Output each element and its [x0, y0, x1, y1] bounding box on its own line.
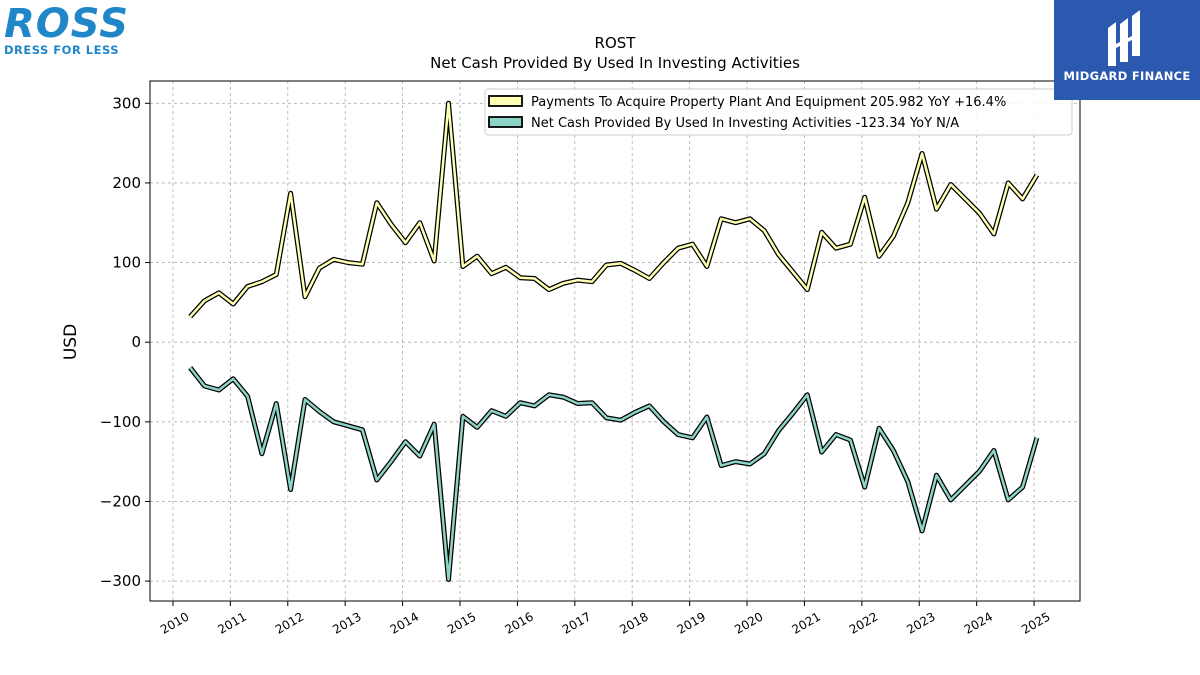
x-tick-label: 2012	[273, 609, 306, 636]
x-tick-label: 2021	[789, 609, 822, 636]
x-tick-label: 2010	[158, 609, 191, 636]
legend-label-1: Net Cash Provided By Used In Investing A…	[531, 116, 959, 131]
midgard-finance-watermark: MIDGARD FINANCE	[1054, 0, 1200, 100]
x-axis: 2010 2011 2012 2013 2014 2015 2016 2017 2018 2019…	[158, 601, 1053, 637]
x-tick-label: 2016	[502, 609, 535, 636]
y-tick-label: −300	[100, 572, 141, 590]
ross-logo-word: ROSS	[4, 1, 129, 47]
y-axis: −300 −200 −100 0 100 200 300	[100, 94, 150, 590]
legend-swatch-1	[488, 116, 523, 128]
legend-label-0: Payments To Acquire Property Plant And E…	[531, 95, 1006, 110]
midgard-logo-text: MIDGARD FINANCE	[1063, 69, 1191, 83]
x-tick-label: 2013	[330, 609, 363, 636]
x-tick-label: 2014	[388, 609, 421, 636]
grid-lines	[150, 81, 1080, 601]
ross-logo: ROSS DRESS FOR LESS	[4, 4, 144, 58]
series-layer	[188, 100, 1040, 582]
legend: Payments To Acquire Property Plant And E…	[484, 88, 1073, 136]
y-tick-label: 0	[131, 333, 141, 351]
midgard-logo-icon	[1108, 10, 1140, 66]
legend-swatch-0	[488, 95, 523, 107]
chart-title: ROST	[595, 34, 637, 52]
x-tick-label: 2011	[215, 609, 248, 636]
series-1-outline	[188, 366, 1040, 582]
x-tick-label: 2022	[847, 609, 880, 636]
x-tick-label: 2019	[675, 609, 708, 636]
series-0-line	[189, 102, 1038, 318]
y-tick-label: −200	[100, 492, 141, 510]
x-tick-label: 2015	[445, 609, 478, 636]
y-tick-label: −100	[100, 413, 141, 431]
x-tick-label: 2018	[617, 609, 650, 636]
plot-frame	[149, 80, 1081, 602]
y-axis-label: USD	[61, 324, 81, 360]
chart-subtitle: Net Cash Provided By Used In Investing A…	[430, 54, 800, 72]
series-1-line	[189, 366, 1039, 581]
x-tick-label: 2025	[1019, 609, 1052, 636]
x-tick-label: 2024	[962, 609, 995, 636]
x-tick-label: 2017	[560, 609, 593, 636]
x-tick-label: 2023	[904, 609, 937, 636]
y-tick-label: 200	[112, 174, 141, 192]
ross-logo-tagline: DRESS FOR LESS	[4, 43, 120, 57]
y-tick-label: 300	[112, 94, 141, 112]
legend-box	[484, 88, 1073, 136]
x-tick-label: 2020	[732, 609, 765, 636]
y-tick-label: 100	[112, 254, 141, 272]
